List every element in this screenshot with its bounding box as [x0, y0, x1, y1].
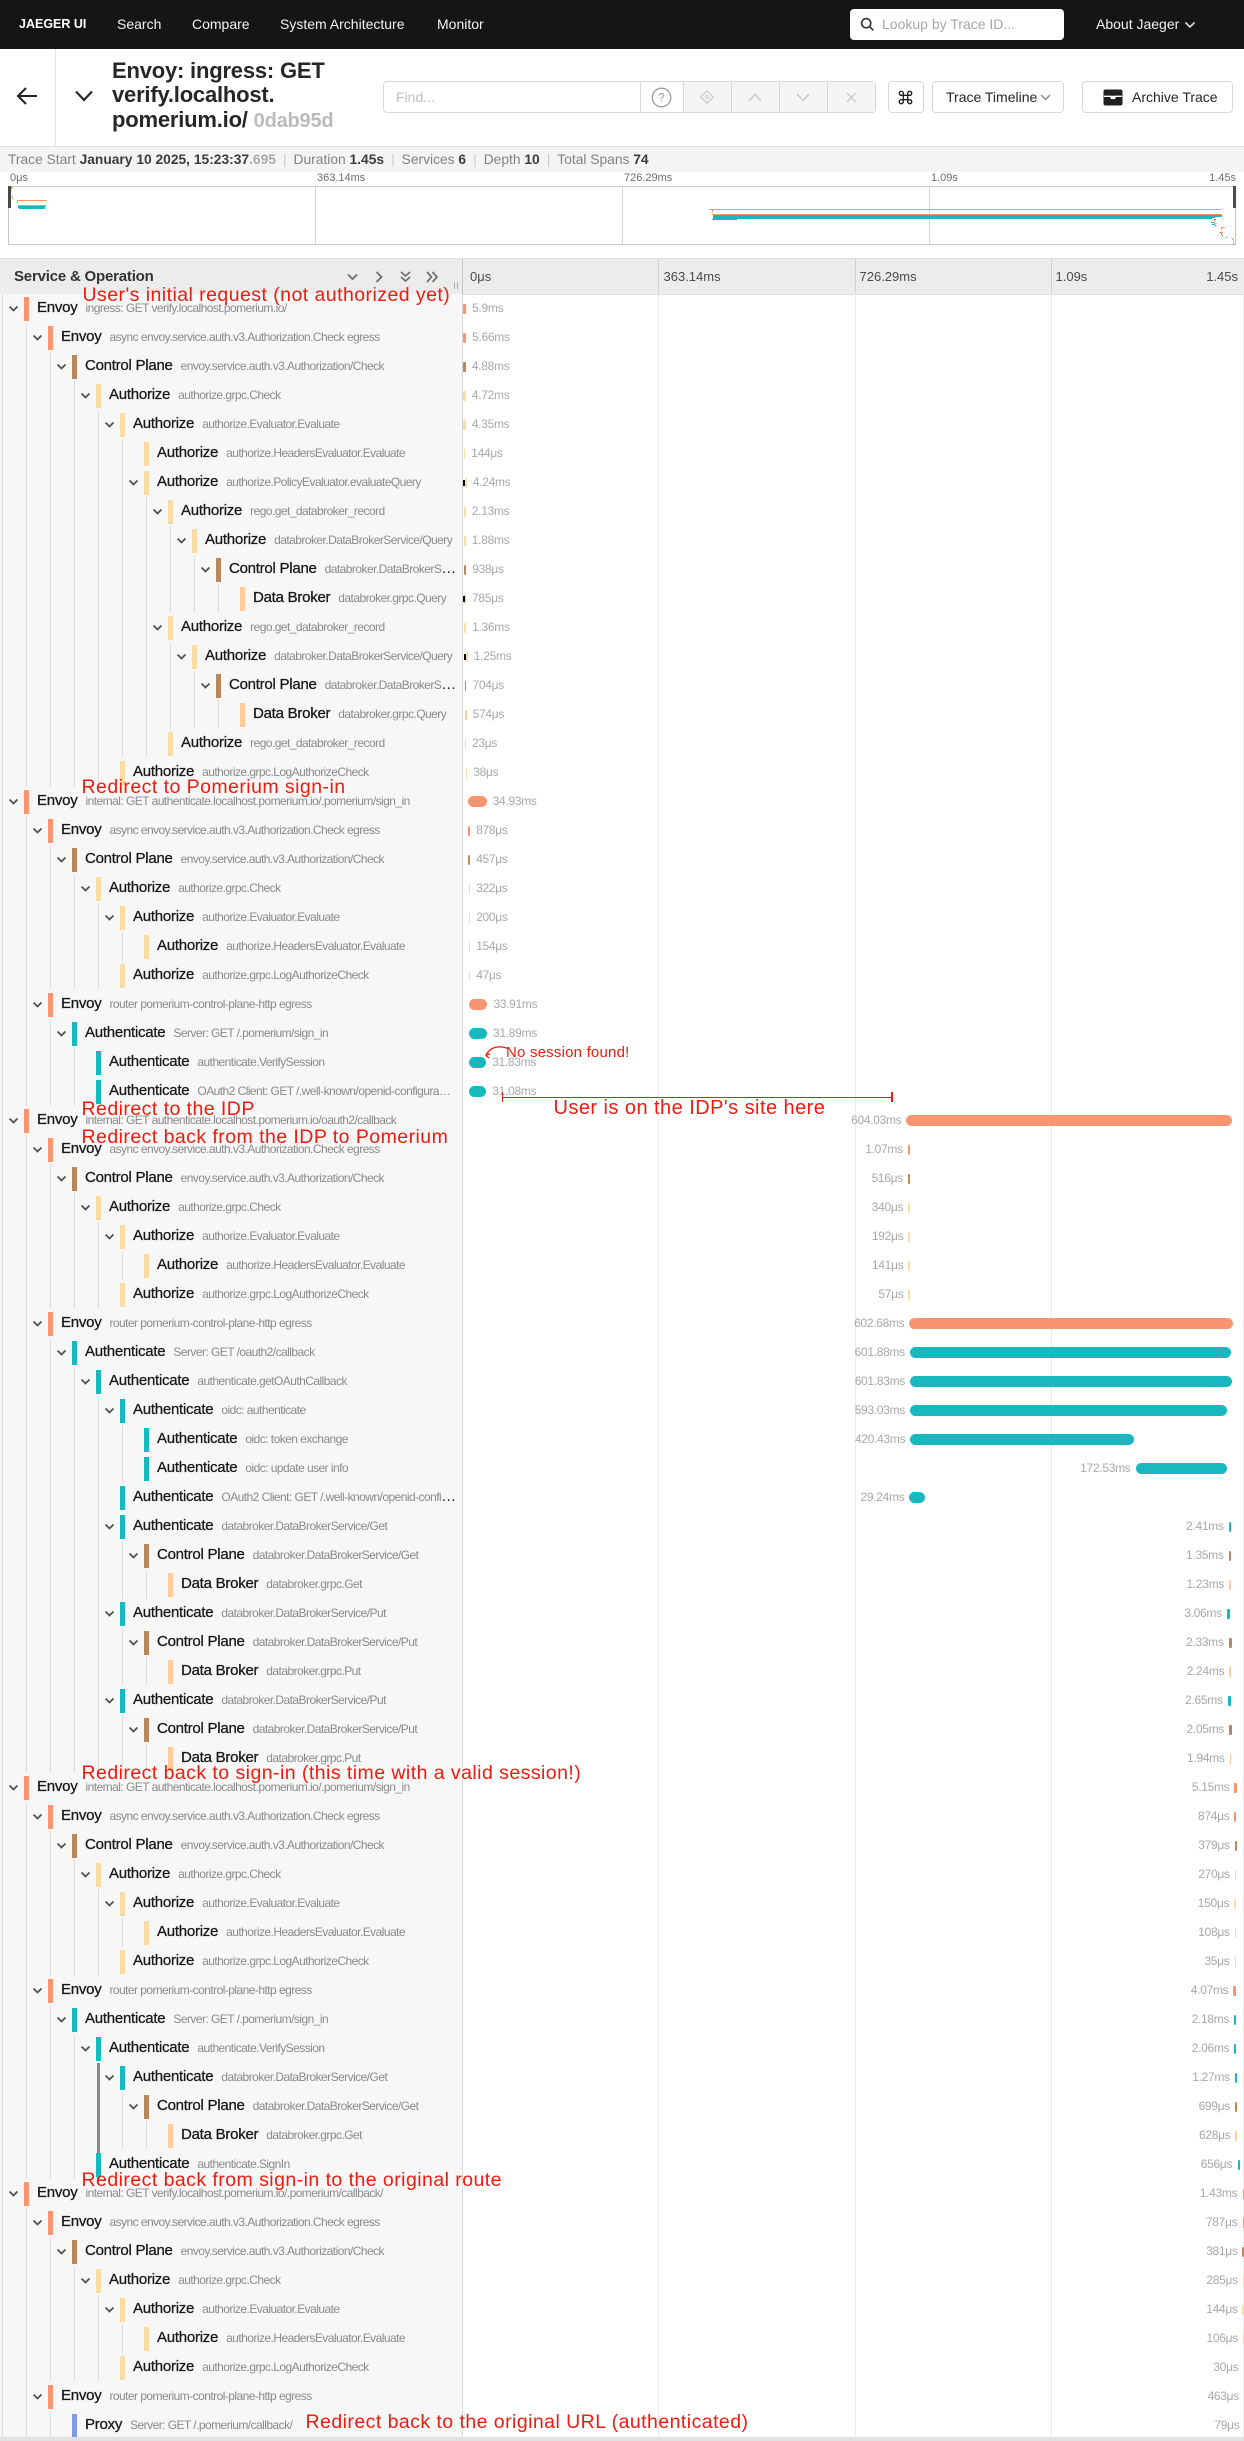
svg-text:?: ? [658, 91, 665, 105]
